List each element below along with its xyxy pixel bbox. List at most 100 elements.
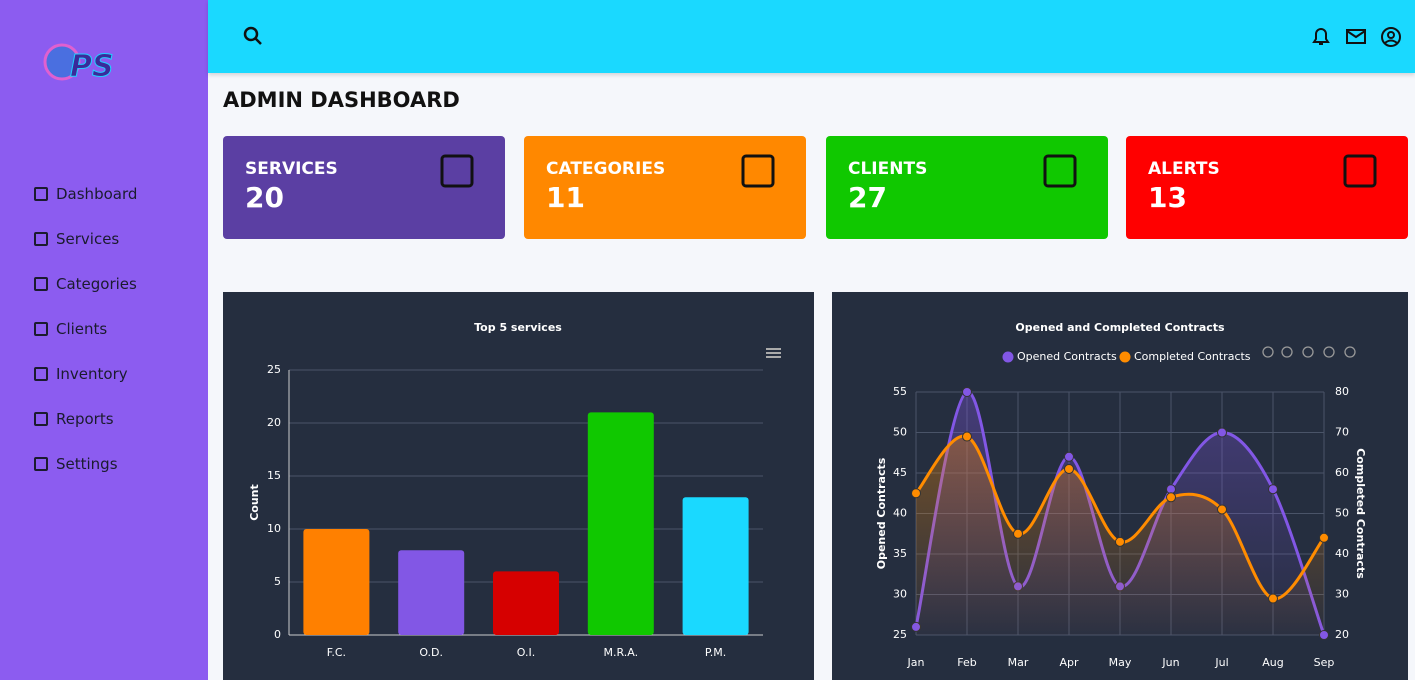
point [1268, 593, 1278, 604]
mail-icon[interactable] [1345, 26, 1367, 48]
nav-icon [34, 412, 48, 426]
bar [303, 529, 370, 635]
nav-icon [34, 322, 48, 336]
card-label: CATEGORIES [546, 159, 666, 179]
legend-marker [1119, 351, 1131, 363]
y2-tick-label: 60 [1335, 466, 1349, 479]
x-tick-label: Feb [957, 656, 976, 669]
y-tick-label: 50 [893, 426, 907, 439]
menu-icon [766, 356, 781, 358]
toolbar-icon [1262, 346, 1274, 358]
legend-label: Completed Contracts [1134, 350, 1251, 363]
card-label: ALERTS [1148, 159, 1220, 179]
card-value: 20 [245, 181, 284, 214]
menu-icon [766, 348, 781, 350]
card-value: 27 [848, 181, 887, 214]
account-icon[interactable] [1380, 26, 1402, 48]
y-tick-label: 40 [893, 507, 907, 520]
y2-tick-label: 50 [1335, 507, 1349, 520]
bell-icon[interactable] [1310, 26, 1332, 48]
bar [398, 550, 465, 635]
x-tick-label: Jun [1161, 656, 1179, 669]
stat-card: CLIENTS 27 [826, 136, 1108, 239]
icon-shape [741, 154, 775, 188]
stat-card: ALERTS 13 [1126, 136, 1408, 239]
menu-icon [766, 352, 781, 354]
y2-tick-label: 70 [1335, 426, 1349, 439]
x-tick-label: Jul [1214, 656, 1228, 669]
point [1013, 528, 1023, 539]
bar [682, 497, 749, 635]
y-tick-label: 0 [274, 628, 281, 641]
logo: PS [43, 43, 114, 85]
y2-axis-label: Completed Contracts [1354, 448, 1367, 579]
nav-icon [34, 457, 48, 471]
nav-item[interactable]: Services [34, 230, 119, 248]
nav-item[interactable]: Settings [34, 455, 118, 473]
x-tick-label: O.D. [419, 646, 443, 659]
nav-icon [34, 277, 48, 291]
chart-title: Opened and Completed Contracts [1015, 321, 1225, 334]
point [962, 431, 972, 442]
toolbar-icon [1344, 346, 1356, 358]
nav-item[interactable]: Dashboard [34, 185, 137, 203]
y-tick-label: 35 [893, 547, 907, 560]
nav-item[interactable]: Categories [34, 275, 137, 293]
logo-text: PS [70, 49, 114, 84]
point [1064, 463, 1074, 474]
x-tick-label: May [1109, 656, 1132, 669]
x-tick-label: O.I. [517, 646, 535, 659]
y-tick-label: 25 [267, 363, 281, 376]
point [911, 488, 921, 499]
point [1319, 532, 1329, 543]
y-tick-label: 10 [267, 522, 281, 535]
line-chart-panel: Opened and Completed Contracts 25 30 35 40 45… [832, 292, 1408, 680]
area [916, 435, 1324, 635]
card-icon [1043, 154, 1077, 188]
icon-shape [1343, 154, 1377, 188]
y-axis-label: Opened Contracts [875, 457, 888, 569]
card-value: 11 [546, 181, 585, 214]
x-tick-label: P.M. [705, 646, 726, 659]
page-title: ADMIN DASHBOARD [223, 88, 460, 112]
point [1268, 484, 1278, 495]
stat-card: CATEGORIES 11 [524, 136, 806, 239]
card-value: 13 [1148, 181, 1187, 214]
icon-shape [440, 154, 474, 188]
point [1064, 451, 1074, 462]
search-icon[interactable] [243, 26, 265, 48]
nav-item[interactable]: Inventory [34, 365, 128, 383]
point [1217, 427, 1227, 438]
y-tick-label: 15 [267, 469, 281, 482]
nav-label: Settings [56, 455, 118, 473]
stat-card: SERVICES 20 [223, 136, 505, 239]
nav-label: Reports [56, 410, 114, 428]
nav-label: Categories [56, 275, 137, 293]
x-tick-label: Sep [1314, 656, 1335, 669]
nav-item[interactable]: Reports [34, 410, 114, 428]
legend-marker [1002, 351, 1014, 363]
x-tick-label: F.C. [327, 646, 346, 659]
nav-label: Inventory [56, 365, 128, 383]
legend-label: Opened Contracts [1017, 350, 1117, 363]
nav-icon [34, 187, 48, 201]
chart-title: Top 5 services [474, 321, 562, 334]
topbar [208, 0, 1415, 73]
toolbar-icon [1281, 346, 1293, 358]
bar [493, 571, 559, 635]
bar-chart-panel: Top 5 services Count 0 5 10 15 20 25 F.C. O.D. O.I… [223, 292, 814, 680]
point [1217, 504, 1227, 515]
point [1166, 492, 1176, 503]
card-label: SERVICES [245, 159, 338, 179]
x-tick-label: Jan [907, 656, 925, 669]
y-tick-label: 20 [267, 416, 281, 429]
nav-item[interactable]: Clients [34, 320, 107, 338]
card-icon [741, 154, 775, 188]
nav-icon [34, 367, 48, 381]
toolbar-icon [1323, 346, 1335, 358]
point [1115, 536, 1125, 547]
x-tick-label: M.R.A. [604, 646, 639, 659]
card-icon [1343, 154, 1377, 188]
card-icon [440, 154, 474, 188]
